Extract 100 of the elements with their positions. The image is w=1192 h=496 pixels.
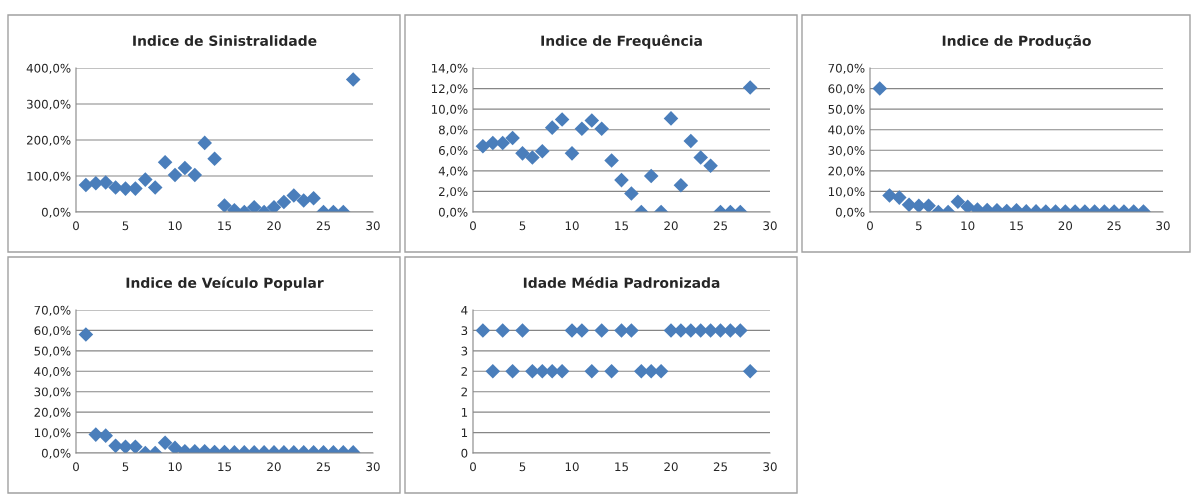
x-tick-label: 20	[664, 462, 678, 472]
point	[663, 111, 679, 126]
x-tick-label: 25	[316, 221, 330, 231]
x-tick-label: 0	[73, 462, 79, 472]
y-tick-label: 400,0%	[26, 63, 71, 74]
x-tick-label: 25	[1107, 221, 1121, 231]
point	[207, 151, 222, 166]
point	[276, 194, 292, 210]
point	[78, 327, 94, 342]
point	[703, 158, 718, 173]
point	[584, 113, 600, 128]
chart-title: Indice de Frequência	[541, 34, 702, 49]
x-tick-label: 0	[470, 462, 476, 472]
point	[138, 172, 153, 187]
x-tick-label: 30	[763, 221, 777, 231]
y-tick-label: 100,0%	[27, 171, 71, 182]
x-tick-label: 30	[1156, 221, 1170, 231]
y-tick-label: 3	[461, 346, 468, 356]
y-tick-label: 30,0%	[828, 146, 865, 157]
point	[604, 153, 619, 168]
y-tick-label: 0,0%	[41, 448, 71, 459]
x-tick-label: 20	[664, 221, 678, 231]
point	[515, 146, 530, 161]
point	[187, 167, 203, 183]
point	[544, 120, 560, 135]
x-tick-label: 10	[961, 221, 975, 231]
x-tick-label: 10	[168, 462, 182, 472]
y-tick-label: 60,0%	[34, 326, 71, 337]
point	[574, 121, 590, 136]
point	[742, 80, 758, 95]
y-tick-label: 4,0%	[438, 166, 468, 177]
y-tick-label: 200,0%	[26, 135, 71, 146]
point	[286, 188, 302, 203]
point	[643, 168, 659, 184]
point	[673, 177, 689, 193]
x-tick-label: 5	[519, 462, 526, 472]
point	[495, 135, 510, 151]
y-tick-label: 70,0%	[34, 305, 71, 316]
y-tick-label: 10,0%	[828, 187, 865, 198]
x-tick-label: 5	[915, 221, 922, 231]
x-tick-label: 15	[218, 462, 231, 472]
x-tick-label: 0	[867, 221, 873, 231]
x-tick-label: 0	[470, 221, 476, 231]
point	[177, 160, 193, 176]
y-tick-label: 2	[461, 367, 467, 376]
x-tick-label: 25	[316, 462, 330, 472]
point	[246, 200, 262, 212]
y-tick-label: 40,0%	[828, 125, 865, 136]
x-tick-label: 15	[615, 462, 628, 472]
y-tick-label: 12,0%	[431, 84, 468, 95]
x-tick-label: 5	[519, 221, 526, 231]
point	[594, 121, 609, 136]
chart-title: Indice de Sinistralidade	[133, 35, 317, 46]
x-tick-label: 30	[366, 221, 380, 231]
x-tick-label: 0	[73, 221, 79, 231]
point	[872, 81, 888, 96]
y-tick-label: 10,0%	[34, 428, 71, 439]
point	[266, 200, 282, 212]
y-tick-label: 2,0%	[439, 187, 468, 198]
point	[960, 199, 975, 212]
y-tick-label: 60,0%	[828, 84, 865, 95]
y-tick-label: 3	[461, 326, 468, 336]
point	[296, 193, 311, 208]
y-tick-label: 50,0%	[828, 104, 865, 115]
chart-title: Indice de Veículo Popular	[126, 276, 324, 291]
y-tick-label: 300,0%	[27, 99, 71, 110]
x-tick-label: 30	[366, 462, 380, 472]
x-tick-label: 25	[713, 221, 727, 231]
y-tick-label: 0,0%	[438, 207, 468, 218]
x-tick-label: 20	[267, 221, 281, 231]
y-tick-label: 1	[461, 428, 468, 438]
x-tick-label: 30	[763, 462, 777, 472]
y-tick-label: 50,0%	[34, 346, 71, 357]
y-tick-label: 14,0%	[431, 63, 468, 74]
point	[535, 144, 550, 159]
y-tick-label: 20,0%	[34, 407, 71, 418]
x-tick-label: 15	[615, 221, 628, 231]
y-tick-label: 8,0%	[438, 125, 468, 136]
point	[98, 175, 113, 190]
x-tick-label: 10	[168, 221, 182, 231]
point	[78, 177, 94, 193]
point	[167, 440, 183, 453]
x-tick-label: 20	[1058, 221, 1073, 231]
point	[128, 181, 143, 196]
y-tick-label: 40,0%	[34, 367, 71, 378]
y-tick-label: 6,0%	[438, 146, 468, 157]
point	[525, 150, 540, 165]
x-tick-label: 10	[565, 221, 579, 231]
y-tick-label: 4	[461, 305, 468, 315]
y-tick-label: 2	[461, 387, 467, 397]
point	[167, 167, 183, 183]
point	[147, 180, 163, 195]
chart-title: Indice de Produção	[942, 34, 1091, 49]
x-tick-label: 15	[218, 221, 231, 231]
point	[683, 133, 699, 149]
point	[505, 130, 520, 146]
point	[554, 112, 570, 127]
y-tick-label: 70,0%	[828, 63, 865, 74]
y-tick-label: 1	[461, 408, 468, 417]
point	[624, 186, 639, 201]
